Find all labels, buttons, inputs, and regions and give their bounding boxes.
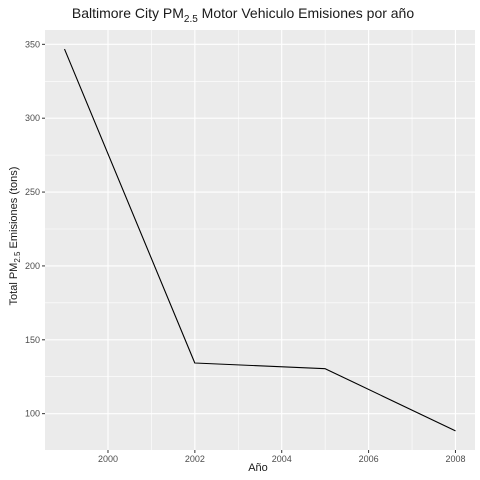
y-axis-title: Total PM2.5 Emisiones (tons) — [8, 167, 22, 306]
y-axis: 100 150 200 250 300 350 — [25, 39, 45, 418]
x-axis: 2000 2002 2004 2006 2008 — [98, 450, 466, 464]
chart-title-subscript: 2.5 — [184, 14, 198, 25]
y-tick-label: 100 — [25, 409, 40, 419]
chart-title-main: Baltimore City PM — [72, 5, 184, 21]
y-tick-label: 350 — [25, 39, 40, 49]
x-axis-title: Año — [248, 462, 268, 474]
x-tick-label: 2006 — [359, 454, 379, 464]
y-axis-title-main: Total PM — [8, 263, 20, 306]
x-tick-label: 2000 — [98, 454, 118, 464]
x-tick-label: 2004 — [272, 454, 292, 464]
chart-title-rest: Motor Vehiculo Emisiones por año — [198, 5, 415, 21]
x-tick-label: 2002 — [185, 454, 205, 464]
plot-panel — [45, 30, 475, 450]
y-tick-label: 250 — [25, 187, 40, 197]
y-tick-label: 300 — [25, 113, 40, 123]
x-tick-label: 2008 — [445, 454, 465, 464]
chart-title: Baltimore City PM2.5 Motor Vehiculo Emis… — [72, 5, 414, 25]
y-tick-label: 200 — [25, 261, 40, 271]
y-axis-title-rest: Emisiones (tons) — [8, 167, 20, 252]
y-tick-label: 150 — [25, 335, 40, 345]
y-axis-title-subscript: 2.5 — [13, 251, 22, 263]
